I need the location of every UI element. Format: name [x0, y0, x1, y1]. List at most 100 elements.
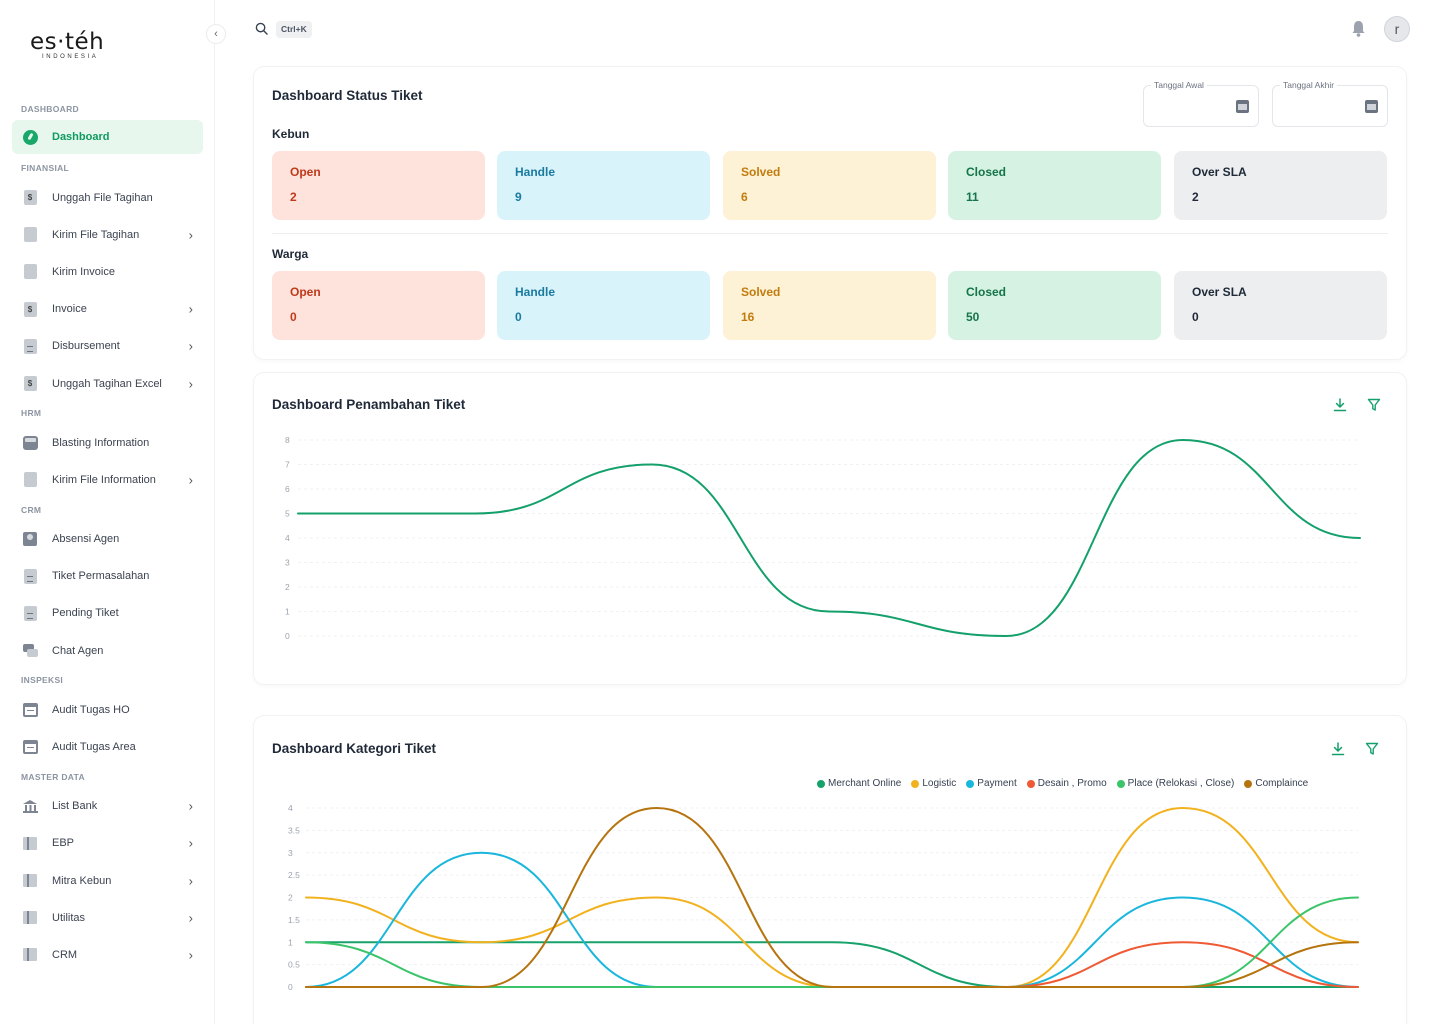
sidebar-item-mitra-kebun[interactable]: Mitra Kebun ›	[0, 862, 214, 899]
legend-item[interactable]: Logistic	[911, 778, 956, 789]
sidebar-item-invoice[interactable]: $ Invoice ›	[0, 291, 214, 328]
sidebar-item-audit-tugas-area[interactable]: Audit Tugas Area	[0, 728, 214, 765]
sidebar-item-disbursement[interactable]: Disbursement ›	[0, 328, 214, 365]
sidebar-item-crm[interactable]: CRM ›	[0, 936, 214, 973]
y-tick-label: 6	[285, 484, 290, 494]
sidebar-item-label: Mitra Kebun	[52, 874, 112, 887]
bars-icon	[22, 835, 38, 851]
stat-label: Handle	[515, 285, 556, 299]
growth-chart-title: Dashboard Penambahan Tiket	[272, 397, 466, 412]
stat-value: 2	[1192, 190, 1199, 204]
document-icon	[22, 568, 38, 584]
chevron-right-icon[interactable]: ›	[188, 301, 193, 317]
sidebar-item-tiket-permasalahan[interactable]: Tiket Permasalahan	[0, 558, 214, 595]
sidebar-item-label: Pending Tiket	[52, 607, 119, 620]
chevron-right-icon[interactable]: ›	[188, 338, 193, 354]
user-avatar[interactable]: r	[1384, 16, 1410, 42]
sidebar-item-dashboard[interactable]: Dashboard	[12, 120, 203, 154]
sidebar-item-kirim-file-information[interactable]: Kirim File Information ›	[0, 461, 214, 498]
stat-value: 2	[290, 190, 297, 204]
sidebar-item-list-bank[interactable]: List Bank ›	[0, 788, 214, 825]
sidebar-section-label: MASTER DATA	[21, 771, 85, 782]
bell-icon[interactable]	[1351, 20, 1366, 38]
stat-card-solved[interactable]: Solved 16	[723, 271, 936, 340]
group-divider	[272, 233, 1388, 234]
bars-icon	[22, 873, 38, 889]
file-icon	[22, 472, 38, 488]
download-icon[interactable]	[1331, 742, 1345, 756]
chevron-right-icon[interactable]: ›	[188, 376, 193, 392]
series-line[interactable]	[297, 438, 1361, 638]
sidebar-item-pending-tiket[interactable]: Pending Tiket	[0, 595, 214, 632]
ticket-category-chart: 0 0.5 1 1.5 2 2.5 3 3.5 4	[288, 803, 1359, 992]
stat-card-solved[interactable]: Solved 6	[723, 151, 936, 220]
chat-icon	[22, 643, 38, 659]
chevron-right-icon[interactable]: ›	[188, 835, 193, 851]
sidebar-item-label: Audit Tugas HO	[52, 703, 130, 716]
calendar-icon	[22, 739, 38, 755]
legend-label: Payment	[977, 778, 1017, 789]
esteh-logo[interactable]: es·téh INDONESIA	[30, 28, 120, 60]
legend-item[interactable]: Merchant Online	[817, 778, 901, 789]
sidebar-item-kirim-file-tagihan[interactable]: Kirim File Tagihan ›	[0, 216, 214, 253]
collapse-sidebar-button[interactable]: ‹	[206, 24, 226, 44]
legend-item[interactable]: Complaince	[1244, 778, 1308, 789]
sidebar-item-ebp[interactable]: EBP ›	[0, 825, 214, 862]
sidebar-item-unggah-tagihan-excel[interactable]: $ Unggah Tagihan Excel ›	[0, 365, 214, 402]
sidebar-section-label: HRM	[21, 408, 42, 419]
chart-legend: Merchant Online Logistic Payment Desain , P…	[817, 778, 1318, 789]
start-date-label: Tanggal Awal	[1151, 80, 1207, 90]
y-tick-label: 7	[285, 460, 290, 470]
sidebar-section-label: INSPEKSI	[21, 675, 64, 686]
y-tick-label: 1	[288, 937, 293, 947]
stat-label: Closed	[966, 285, 1007, 299]
stat-card-handle[interactable]: Handle 9	[497, 151, 710, 220]
sidebar-item-blasting-information[interactable]: Blasting Information	[0, 424, 214, 461]
sidebar-item-kirim-invoice[interactable]: Kirim Invoice	[0, 253, 214, 290]
stat-card-sla[interactable]: Over SLA 2	[1174, 151, 1387, 220]
stat-value: 9	[515, 190, 522, 204]
download-icon[interactable]	[1333, 398, 1347, 412]
stat-card-open[interactable]: Open 2	[272, 151, 485, 220]
logo-subtext: INDONESIA	[42, 54, 99, 60]
chevron-right-icon[interactable]: ›	[188, 947, 193, 963]
stat-card-closed[interactable]: Closed 50	[948, 271, 1161, 340]
stat-value: 6	[741, 190, 748, 204]
sidebar-item-utilitas[interactable]: Utilitas ›	[0, 899, 214, 936]
chevron-right-icon[interactable]: ›	[188, 873, 193, 889]
chevron-right-icon[interactable]: ›	[188, 910, 193, 926]
chevron-right-icon[interactable]: ›	[188, 472, 193, 488]
person-icon	[22, 531, 38, 547]
topbar: Ctrl+K r	[215, 0, 1440, 58]
sidebar-item-label: Disbursement	[52, 340, 120, 353]
sidebar-section-label: FINANSIAL	[21, 163, 70, 173]
sidebar-item-label: Unggah File Tagihan	[52, 191, 153, 204]
sidebar-item-chat-agen[interactable]: Chat Agen	[0, 632, 214, 669]
calendar-icon[interactable]	[1236, 100, 1249, 113]
filter-icon[interactable]	[1365, 742, 1379, 756]
legend-label: Place (Relokasi , Close)	[1127, 778, 1235, 789]
sidebar-item-label: CRM	[52, 948, 78, 961]
legend-item[interactable]: Desain , Promo	[1026, 778, 1107, 789]
status-card-title: Dashboard Status Tiket	[272, 88, 423, 103]
sidebar-item-unggah-file-tagihan[interactable]: $ Unggah File Tagihan	[0, 179, 214, 216]
end-date-field[interactable]: Tanggal Akhir	[1272, 80, 1388, 127]
filter-icon[interactable]	[1367, 398, 1381, 412]
sidebar-item-audit-tugas-ho[interactable]: Audit Tugas HO	[0, 691, 214, 728]
search-icon[interactable]	[255, 22, 268, 35]
sidebar-item-label: Utilitas	[52, 911, 86, 924]
start-date-field[interactable]: Tanggal Awal	[1143, 80, 1259, 127]
legend-item[interactable]: Payment	[966, 778, 1017, 789]
legend-item[interactable]: Place (Relokasi , Close)	[1116, 778, 1235, 789]
sidebar-item-label: Kirim File Information	[52, 473, 156, 486]
stat-card-open[interactable]: Open 0	[272, 271, 485, 340]
series-line[interactable]	[305, 806, 1359, 988]
stat-card-sla[interactable]: Over SLA 0	[1174, 271, 1387, 340]
chevron-right-icon[interactable]: ›	[188, 798, 193, 814]
stat-card-handle[interactable]: Handle 0	[497, 271, 710, 340]
stat-card-closed[interactable]: Closed 11	[948, 151, 1161, 220]
calendar-icon[interactable]	[1365, 100, 1378, 113]
sidebar-item-absensi-agen[interactable]: Absensi Agen	[0, 521, 214, 558]
chevron-right-icon[interactable]: ›	[188, 227, 193, 243]
sidebar-item-label: Kirim Invoice	[52, 265, 115, 278]
